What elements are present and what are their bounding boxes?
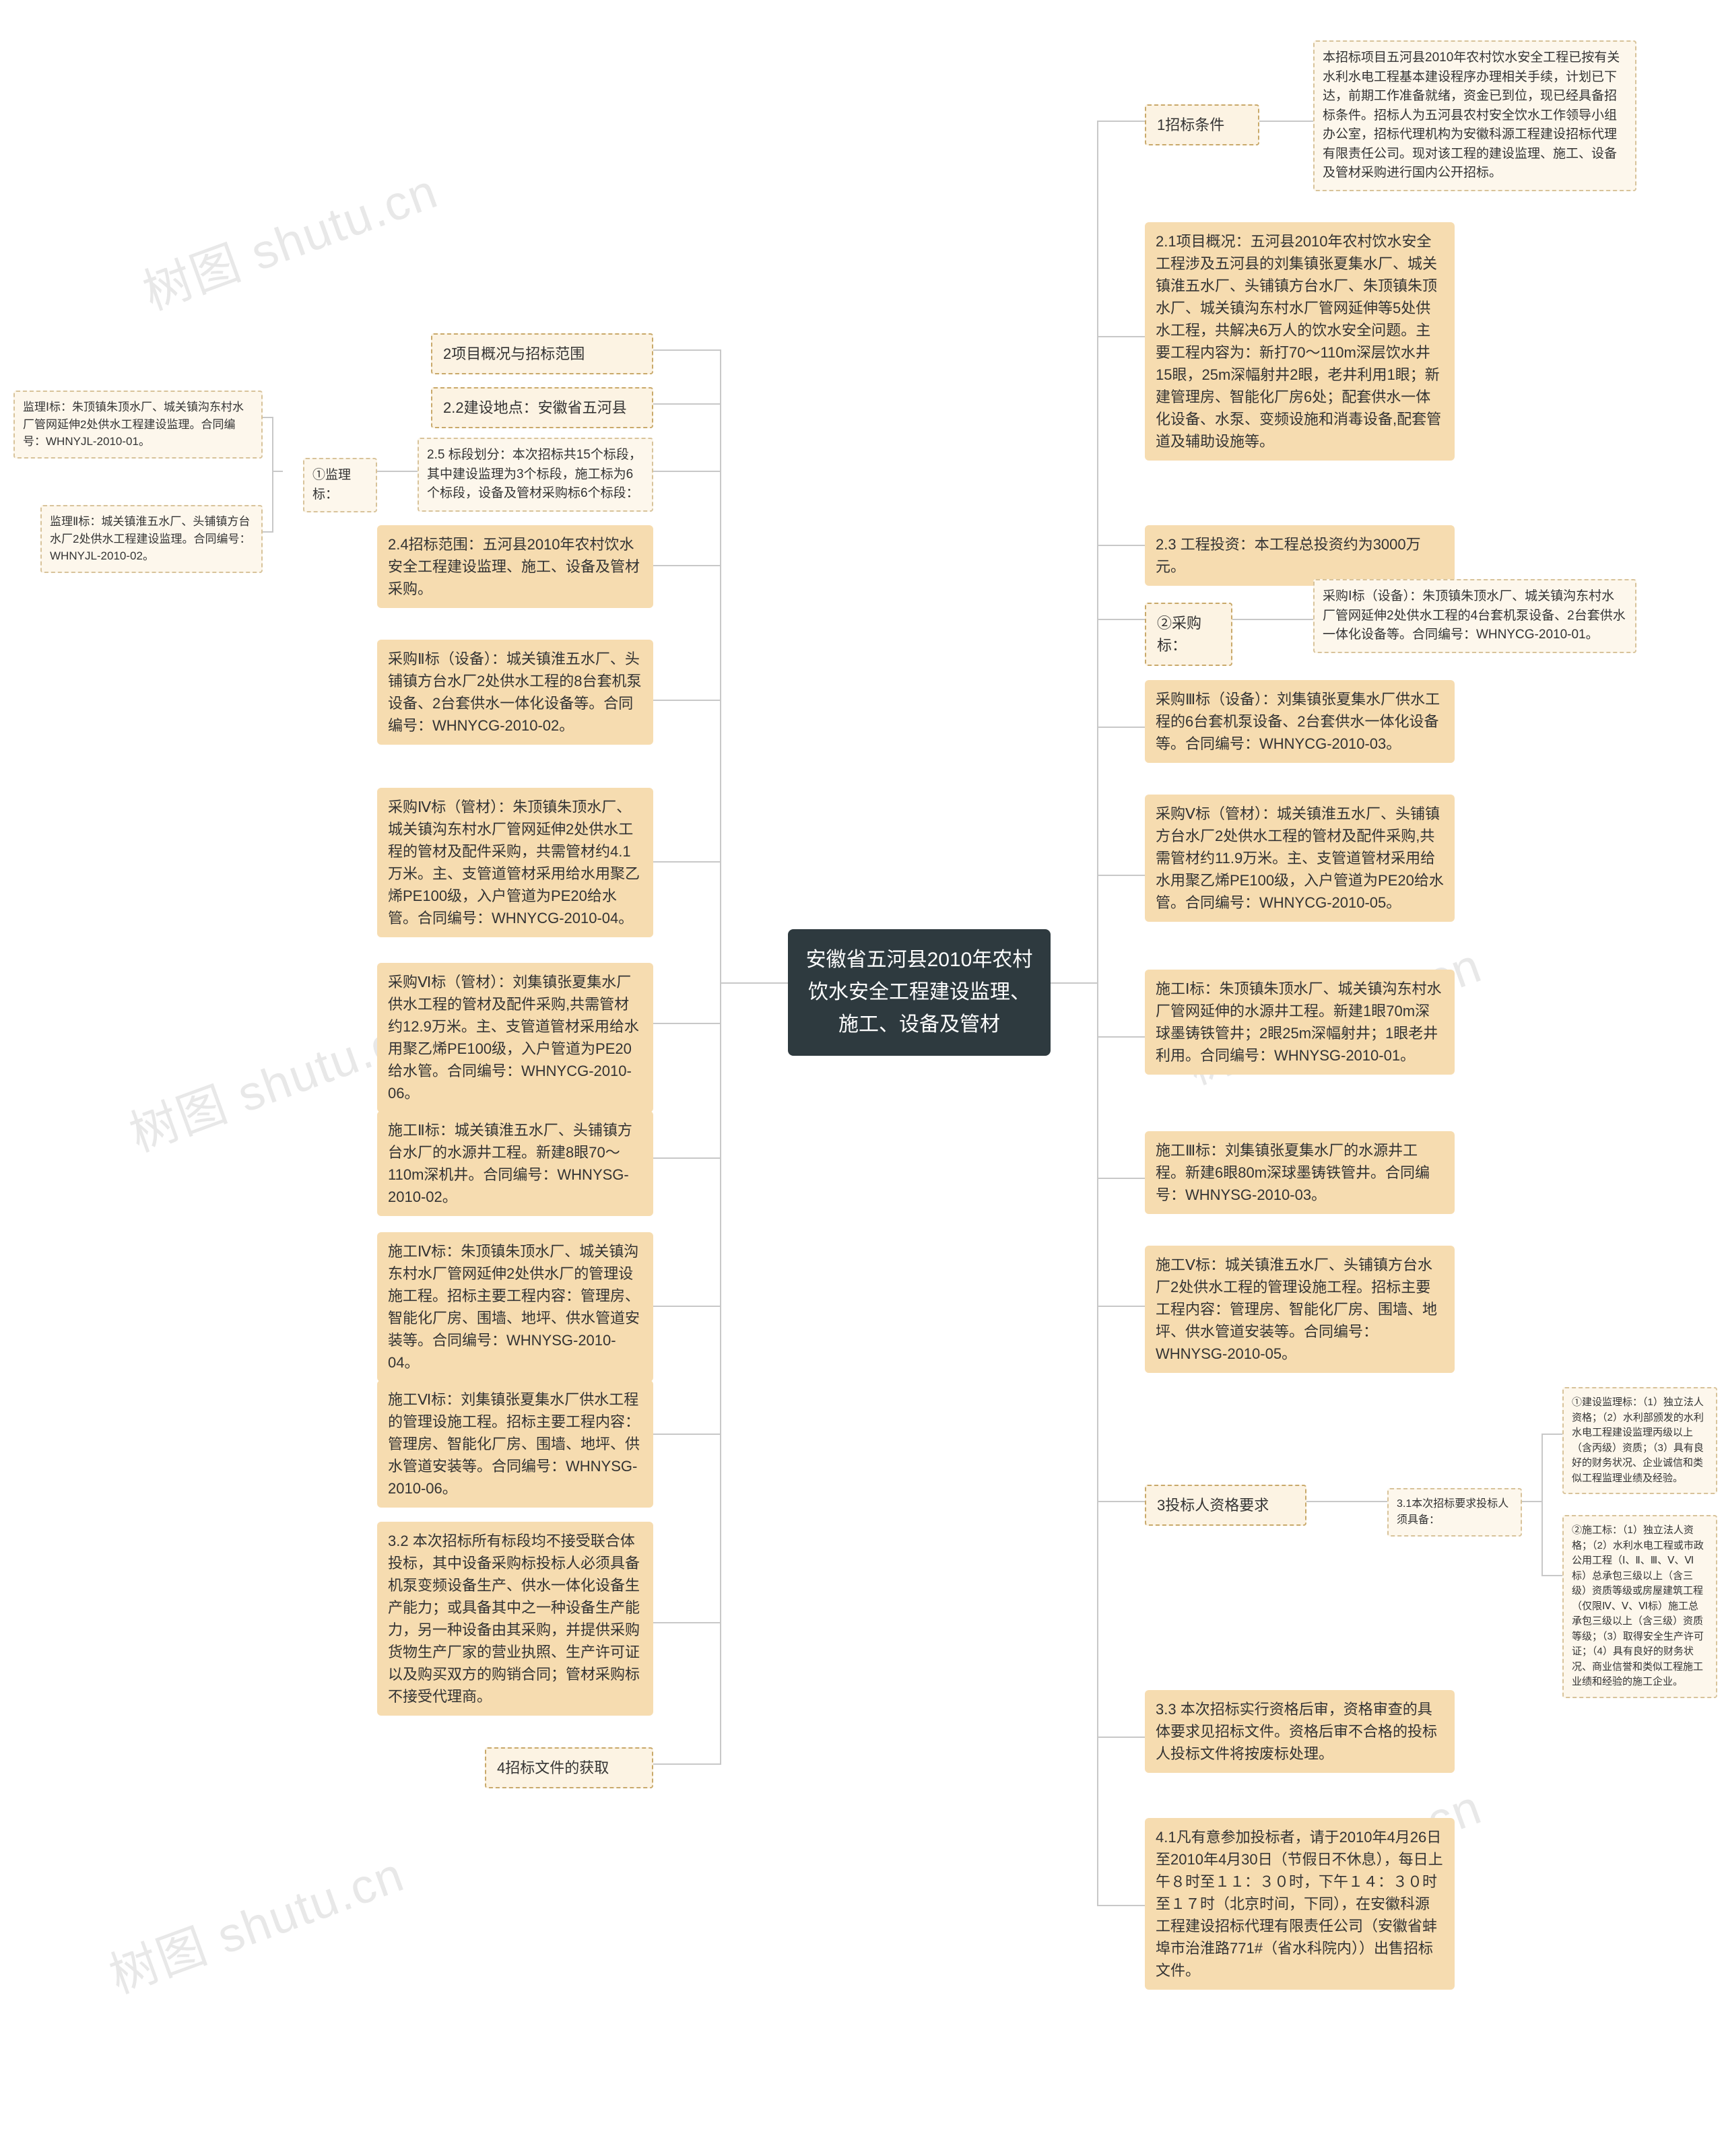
- node-l-buy6: 采购Ⅵ标（管材）：刘集镇张夏集水厂供水工程的管材及配件采购,共需管材约12.9万…: [377, 963, 653, 1112]
- node-l2-4: 2.4招标范围：五河县2010年农村饮水安全工程建设监理、施工、设备及管材采购。: [377, 525, 653, 608]
- node-l4: 4招标文件的获取: [485, 1747, 653, 1788]
- node-r-buy3: 采购Ⅲ标（设备）：刘集镇张夏集水厂供水工程的6台套机泵设备、2台套供水一体化设备…: [1145, 680, 1455, 763]
- node-r2-3: 2.3 工程投资：本工程总投资约为3000万元。: [1145, 525, 1455, 586]
- node-l-sg4: 施工Ⅳ标：朱顶镇朱顶水厂、城关镇沟东村水厂管网延伸2处供水厂的管理设施工程。招标…: [377, 1232, 653, 1382]
- node-l-sg6: 施工Ⅵ标：刘集镇张夏集水厂供水工程的管理设施工程。招标主要工程内容：管理房、智能…: [377, 1380, 653, 1508]
- node-l2-2: 2.2建设地点：安徽省五河县: [431, 387, 653, 428]
- node-r-sg3: 施工Ⅲ标：刘集镇张夏集水厂的水源井工程。新建6眼80m深球墨铸铁管井。合同编号：…: [1145, 1131, 1455, 1214]
- node-r-buy: ②采购标：: [1145, 603, 1232, 666]
- node-r3-3: 3.3 本次招标实行资格后审，资格审查的具体要求见招标文件。资格后审不合格的投标…: [1145, 1690, 1455, 1773]
- node-r1-detail: 本招标项目五河县2010年农村饮水安全工程已按有关水利水电工程基本建设程序办理相…: [1313, 40, 1636, 191]
- node-r-sg1: 施工Ⅰ标：朱顶镇朱顶水厂、城关镇沟东村水厂管网延伸的水源井工程。新建1眼70m深…: [1145, 970, 1455, 1075]
- node-r3-1: 3.1本次招标要求投标人须具备：: [1387, 1488, 1522, 1537]
- connector-lines: [0, 0, 1724, 2156]
- node-l-jl: ①监理标：: [303, 458, 377, 512]
- node-r-buy5: 采购Ⅴ标（管材）：城关镇淮五水厂、头铺镇方台水厂2处供水工程的管材及配件采购,共…: [1145, 795, 1455, 922]
- node-l2: 2项目概况与招标范围: [431, 333, 653, 374]
- node-r4-1: 4.1凡有意参加投标者，请于2010年4月26日至2010年4月30日（节假日不…: [1145, 1818, 1455, 1990]
- node-r-buy-detail: 采购Ⅰ标（设备）：朱顶镇朱顶水厂、城关镇沟东村水厂管网延伸2处供水工程的4台套机…: [1313, 579, 1636, 653]
- node-r-sg5: 施工Ⅴ标：城关镇淮五水厂、头铺镇方台水厂2处供水工程的管理设施工程。招标主要工程…: [1145, 1246, 1455, 1373]
- center-node: 安徽省五河县2010年农村饮水安全工程建设监理、施工、设备及管材: [788, 929, 1051, 1056]
- node-r3-1a: ①建设监理标：（1）独立法人资格；（2）水利部颁发的水利水电工程建设监理丙级以上…: [1562, 1387, 1717, 1494]
- node-l3-2: 3.2 本次招标所有标段均不接受联合体投标，其中设备采购标投标人必须具备机泵变频…: [377, 1522, 653, 1716]
- node-l-sg2: 施工Ⅱ标：城关镇淮五水厂、头铺镇方台水厂的水源井工程。新建8眼70～110m深机…: [377, 1111, 653, 1216]
- node-l-buy4: 采购Ⅳ标（管材）：朱顶镇朱顶水厂、城关镇沟东村水厂管网延伸2处供水工程的管材及配…: [377, 788, 653, 937]
- node-r1: 1招标条件: [1145, 104, 1259, 145]
- node-r2-1: 2.1项目概况：五河县2010年农村饮水安全工程涉及五河县的刘集镇张夏集水厂、城…: [1145, 222, 1455, 461]
- mindmap-canvas: 树图 shutu.cn 树图 shutu.cn 树图 shutu.cn 树图 s…: [0, 0, 1724, 2156]
- node-l-buy2: 采购Ⅱ标（设备）：城关镇淮五水厂、头铺镇方台水厂2处供水工程的8台套机泵设备、2…: [377, 640, 653, 745]
- node-l-jl1: 监理Ⅰ标：朱顶镇朱顶水厂、城关镇沟东村水厂管网延伸2处供水工程建设监理。合同编号…: [13, 391, 263, 459]
- node-r3-1b: ②施工标：（1）独立法人资格；（2）水利水电工程或市政公用工程（Ⅰ、Ⅱ、Ⅲ、Ⅴ、…: [1562, 1515, 1717, 1698]
- node-l2-5: 2.5 标段划分：本次招标共15个标段，其中建设监理为3个标段，施工标为6个标段…: [418, 438, 653, 512]
- node-l-jl2: 监理Ⅱ标：城关镇淮五水厂、头铺镇方台水厂2处供水工程建设监理。合同编号：WHNY…: [40, 505, 263, 573]
- node-r3: 3投标人资格要求: [1145, 1485, 1306, 1526]
